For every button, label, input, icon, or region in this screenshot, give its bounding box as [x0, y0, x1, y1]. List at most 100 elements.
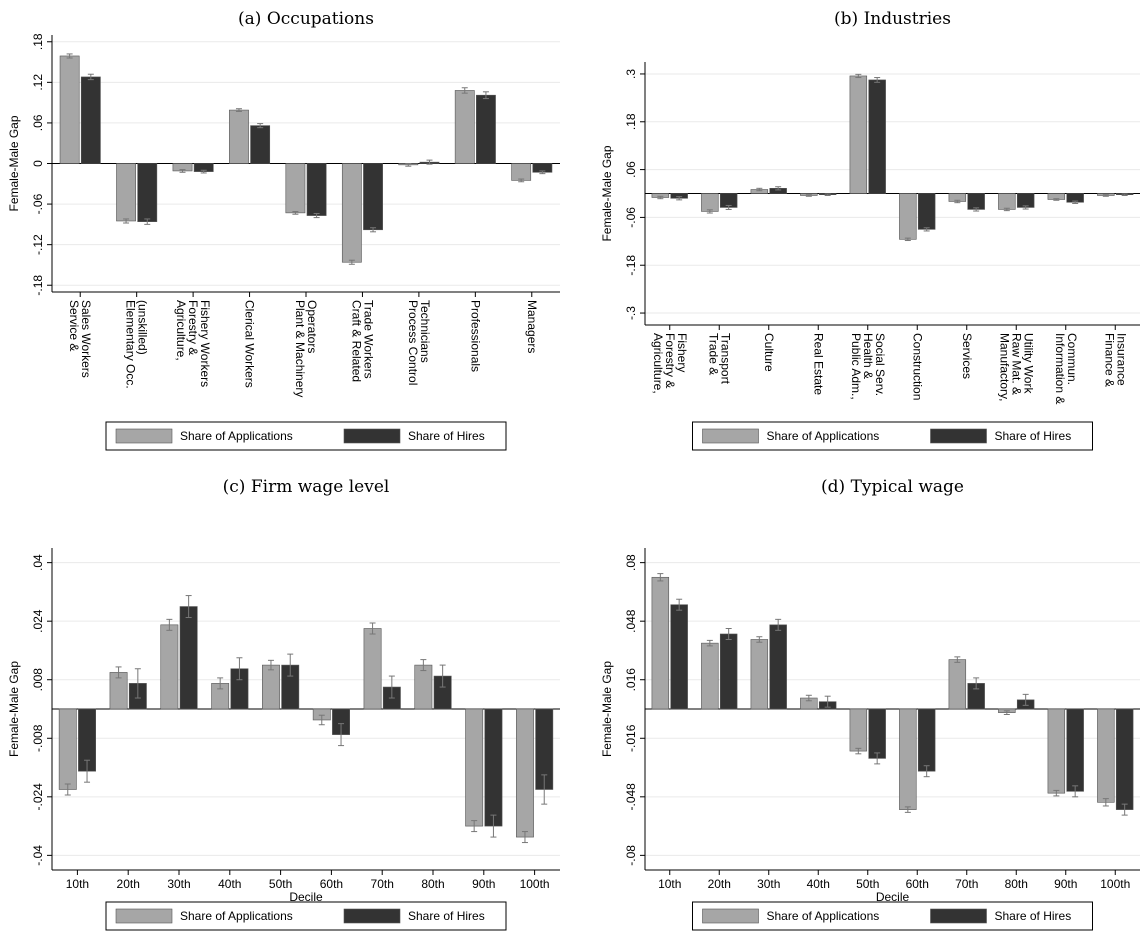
x-tick-label: Services — [960, 333, 974, 379]
y-tick-label: -.06 — [624, 207, 638, 228]
error-bar — [490, 814, 497, 838]
error-bar — [1003, 207, 1010, 212]
error-bar — [257, 123, 264, 129]
x-tick-label: 40th — [807, 877, 830, 891]
error-bar — [236, 657, 243, 681]
error-bar — [824, 193, 831, 196]
y-tick-label: -.04 — [31, 845, 45, 866]
x-tick-label-line: Public Adm., — [849, 333, 863, 400]
error-bar — [1022, 693, 1029, 706]
bar — [285, 163, 306, 214]
legend-box — [692, 421, 1093, 451]
error-bar — [348, 259, 355, 265]
error-bar — [179, 169, 186, 173]
y-tick-label: .08 — [624, 554, 638, 571]
bar — [917, 193, 936, 230]
chart-title: (b) Industries — [834, 9, 951, 29]
bar — [262, 664, 280, 710]
error-bar — [292, 211, 299, 215]
legend-swatch — [343, 908, 401, 924]
bar — [511, 163, 532, 181]
error-bar — [123, 218, 130, 224]
error-bar — [66, 53, 73, 59]
x-tick-label-line: Social Serv. — [873, 333, 887, 396]
error-bar — [657, 195, 664, 200]
error-bar — [904, 237, 911, 242]
legend-swatch — [702, 428, 759, 444]
legend-swatch — [115, 428, 173, 444]
error-bar — [420, 659, 427, 672]
y-tick-label: 0 — [31, 160, 45, 167]
x-tick-label-line: Technicians — [418, 300, 432, 363]
chart-panel: (d) Typical wage Female-Male Gap Decile .08… — [600, 477, 1140, 931]
error-bar — [1102, 194, 1109, 197]
error-bar — [482, 91, 489, 100]
error-bar — [824, 695, 831, 708]
error-bar — [775, 618, 782, 631]
error-bar — [267, 659, 274, 671]
x-tick-label-line: Fishery — [675, 333, 689, 372]
x-tick-label: Agriculture,Forestry &Fishery — [651, 333, 689, 394]
chart-panel: (c) Firm wage level Female-Male Gap Decile… — [7, 477, 560, 931]
x-tick-label: 100th — [1100, 877, 1130, 891]
x-tick-label: 20th — [708, 877, 731, 891]
bar — [849, 75, 868, 194]
error-bar — [1121, 803, 1128, 816]
x-tick-label: Clerical Workers — [243, 300, 257, 388]
x-tick-label-line: Raw Mat. & — [1009, 333, 1023, 395]
x-tick-label: Process ControlTechnicians — [406, 300, 432, 385]
legend-box — [692, 901, 1093, 931]
y-tick-label: .06 — [624, 161, 638, 178]
legend-box — [105, 421, 507, 451]
x-tick-label: 10th — [658, 877, 681, 891]
error-bar — [313, 213, 320, 219]
x-tick-label: Managers — [525, 300, 539, 353]
x-tick-label: Construction — [910, 333, 924, 400]
bar — [899, 708, 917, 810]
bar — [229, 109, 249, 164]
bar — [137, 163, 158, 222]
legend-label: Share of Applications — [767, 909, 880, 923]
y-tick-label: .3 — [624, 69, 638, 79]
x-tick-label-line: Agriculture, — [651, 333, 665, 394]
bar — [516, 708, 534, 838]
x-tick-label-line: Operators — [305, 300, 319, 353]
x-tick-label-line: Plant & Machinery — [293, 300, 307, 397]
x-tick-label-line: Forestry & — [663, 333, 677, 388]
x-tick-label: 100th — [520, 877, 550, 891]
chart-panel: (a) Occupations Female-Male Gap .18 .12 .06 0… — [7, 9, 560, 451]
x-tick-label: Plant & MachineryOperators — [293, 300, 319, 397]
bar — [750, 639, 769, 710]
x-tick-label: 60th — [320, 877, 343, 891]
x-axis-label: Decile — [289, 890, 323, 904]
bar — [306, 163, 327, 216]
x-tick-label-line: Utility Work — [1021, 333, 1035, 394]
bar — [651, 576, 670, 710]
y-tick-label: .06 — [31, 114, 45, 131]
x-tick-label-line: Manufactory, — [997, 333, 1011, 401]
bar — [363, 163, 383, 231]
error-bar — [805, 194, 812, 197]
bar — [465, 708, 484, 827]
error-bar — [1053, 198, 1060, 201]
x-tick-label: Agriculture,Forestry &Fishery Workers — [174, 300, 212, 387]
error-bar — [874, 752, 881, 765]
bar — [1097, 708, 1115, 803]
legend-label: Share of Hires — [408, 909, 485, 923]
error-bar — [84, 759, 91, 783]
x-tick-label-line: Finance & — [1102, 333, 1116, 387]
x-tick-label-line: (unskilled) — [136, 300, 150, 355]
error-bar — [388, 675, 395, 699]
bar — [868, 79, 886, 194]
legend-label: Share of Applications — [180, 429, 293, 443]
x-tick-label: 30th — [167, 877, 190, 891]
legend-swatch — [115, 908, 173, 924]
y-tick-label: .12 — [31, 74, 45, 91]
x-tick-label: 50th — [856, 877, 879, 891]
error-bar — [287, 653, 294, 677]
x-tick-label: Finance &Insurance — [1102, 333, 1128, 387]
error-bar — [471, 820, 478, 833]
error-bar — [1053, 789, 1060, 797]
bar — [967, 193, 985, 210]
